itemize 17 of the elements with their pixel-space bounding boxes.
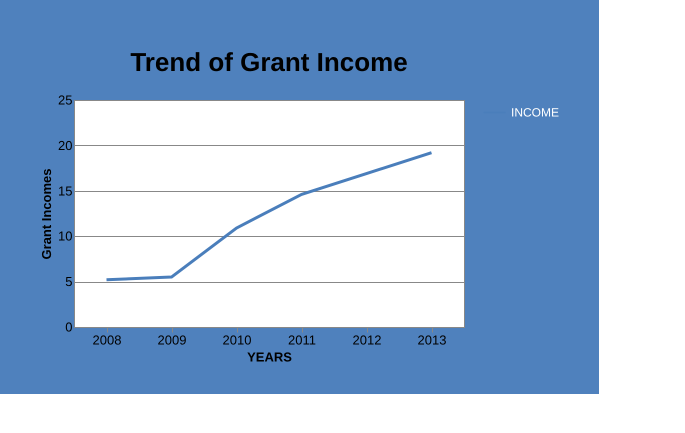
y-tick-label: 15 <box>58 183 72 198</box>
x-tick-label: 2011 <box>288 332 316 348</box>
x-tick-label: 2008 <box>92 332 122 348</box>
y-axis-title: Grant Incomes <box>39 168 54 260</box>
line-series <box>105 151 433 282</box>
x-tick-label: 2013 <box>418 332 446 348</box>
y-tick-label: 0 <box>65 320 72 334</box>
x-tick-label: 2012 <box>352 332 382 348</box>
y-tick-label: 20 <box>58 138 72 153</box>
text: INCOME <box>511 106 559 120</box>
y-tick-label: 5 <box>65 274 72 290</box>
chart-title: Trend of Grant Income <box>130 47 408 77</box>
y-tick-label: 10 <box>58 228 72 244</box>
x-tick-label: 2010 <box>222 332 252 348</box>
y-tick-label: 25 <box>58 92 72 108</box>
x-axis-title: YEARS <box>247 350 292 364</box>
x-tick-label: 2009 <box>158 332 186 348</box>
